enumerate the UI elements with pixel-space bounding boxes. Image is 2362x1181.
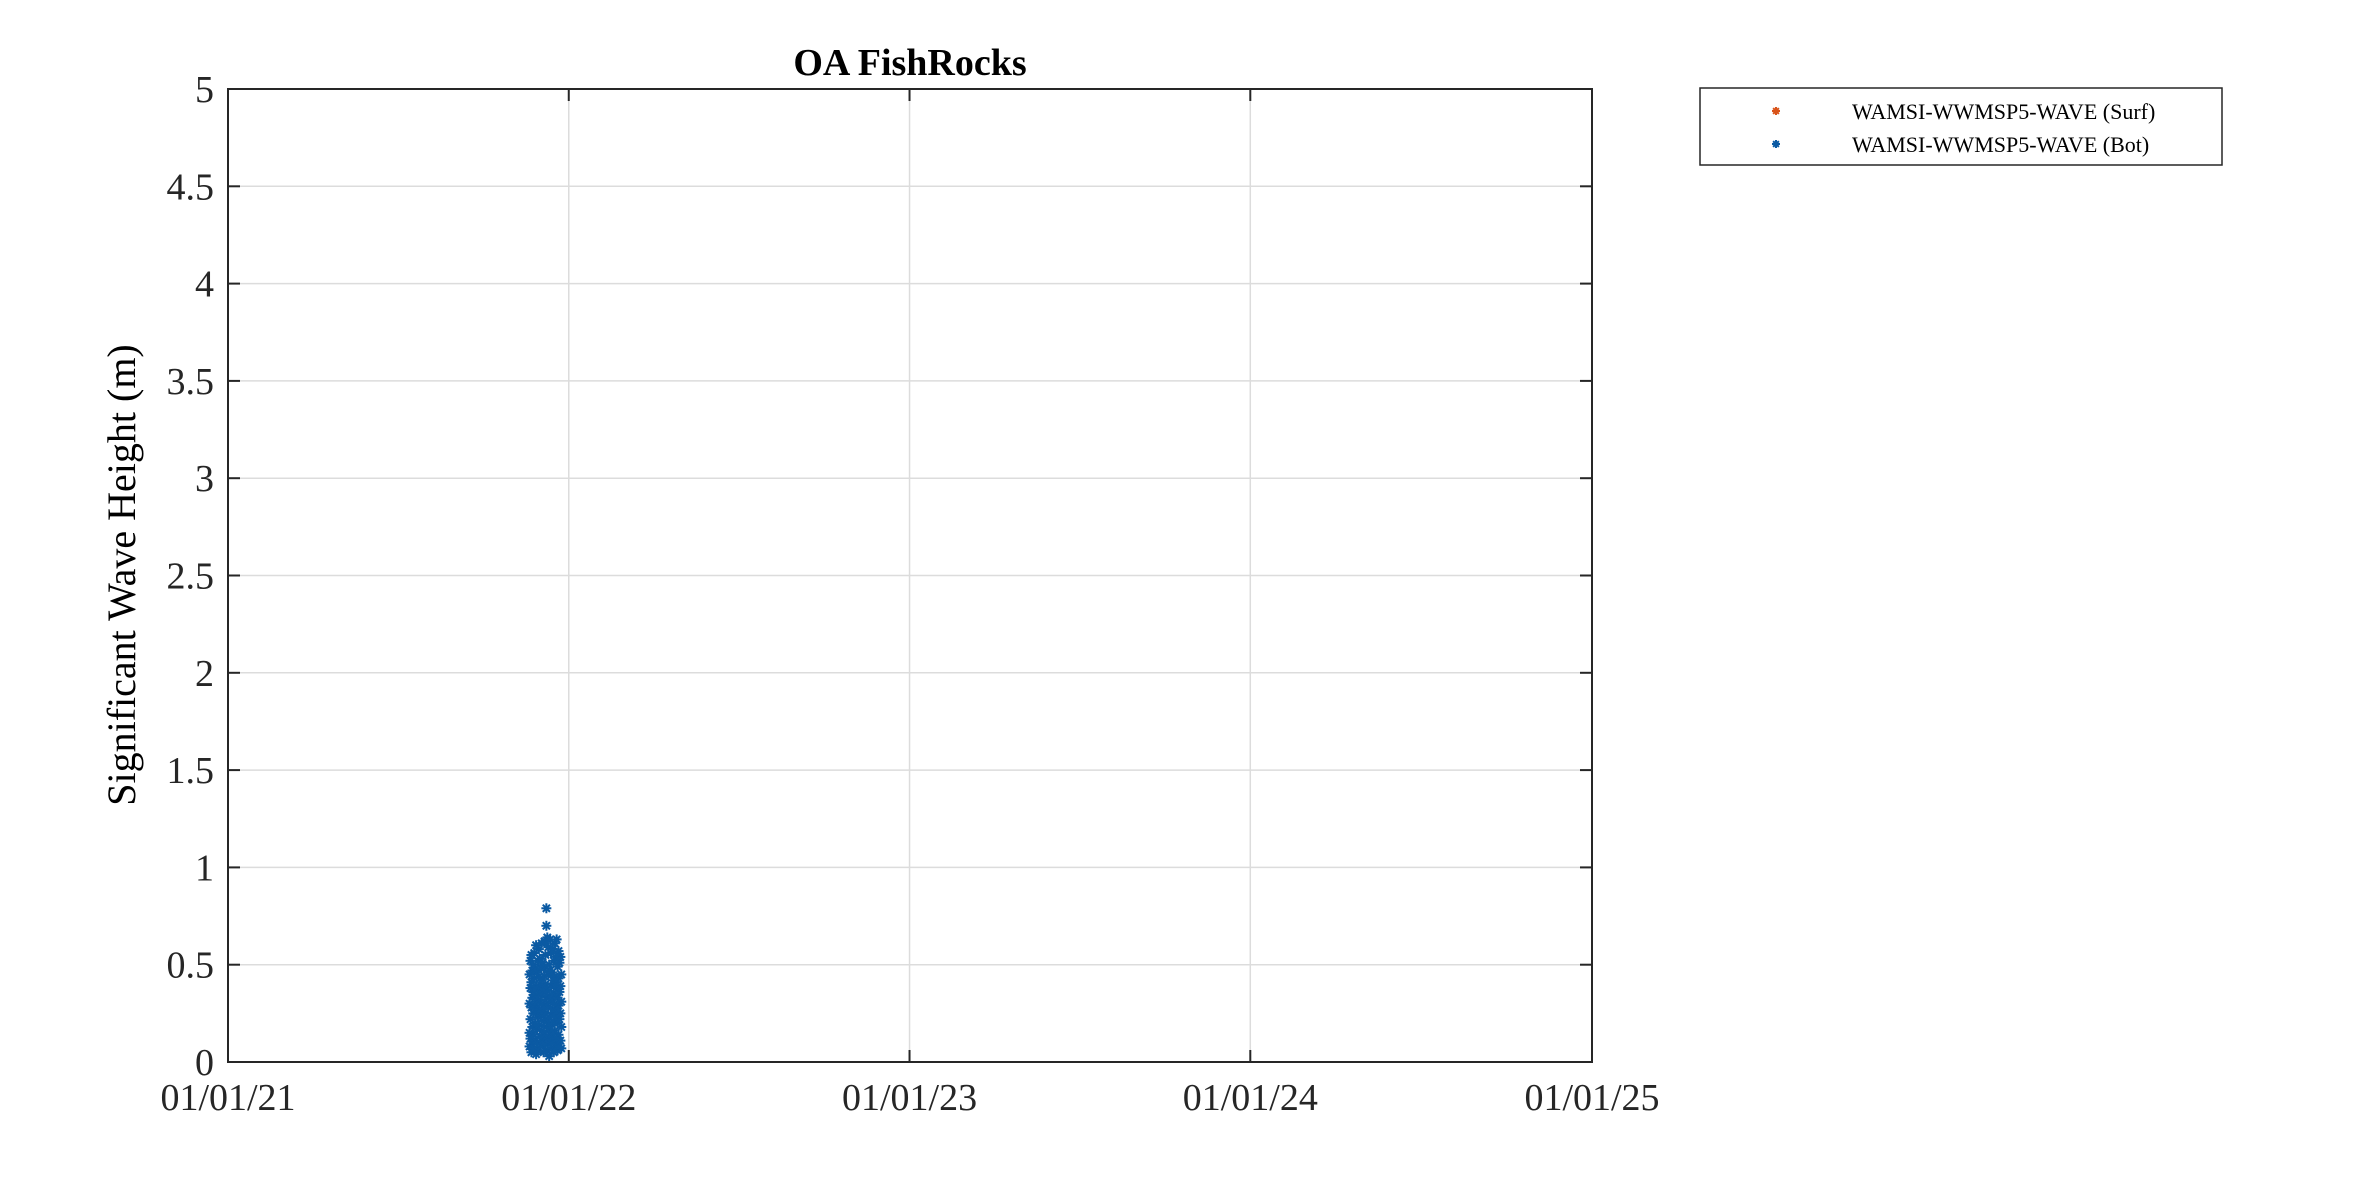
- x-tick-label: 01/01/25: [1524, 1077, 1659, 1119]
- data-point: [551, 934, 562, 945]
- data-point: [556, 969, 567, 980]
- data-point: [541, 903, 552, 914]
- y-tick-label: 0.5: [167, 945, 215, 987]
- y-tick-label: 2: [195, 653, 214, 695]
- series-1: [524, 903, 567, 1062]
- y-axis-label: Significant Wave Height (m): [99, 344, 144, 805]
- x-tick-label: 01/01/23: [842, 1077, 977, 1119]
- x-tick-label: 01/01/21: [160, 1077, 295, 1119]
- data-point: [555, 951, 566, 962]
- legend-entry-label: WAMSI-WWMSP5-WAVE (Surf): [1852, 99, 2155, 124]
- data-point: [541, 920, 552, 931]
- legend: WAMSI-WWMSP5-WAVE (Surf) WAMSI-WWMSP5-WAV…: [1699, 87, 2223, 166]
- y-tick-label: 4.5: [167, 166, 215, 208]
- axis-ticks: 0 0.5 1 1.5 2 2.5 3 3.5 4 4.5 5 01/01/21 01/01/22 01/…: [160, 69, 1659, 1119]
- legend-marker: [1772, 140, 1780, 148]
- y-tick-label: 1.5: [167, 750, 215, 792]
- y-tick-label: 4: [195, 264, 214, 306]
- grid: [228, 89, 1592, 1062]
- y-tick-label: 0: [195, 1042, 214, 1084]
- x-tick-label: 01/01/22: [501, 1077, 636, 1119]
- x-tick-label: 01/01/24: [1183, 1077, 1318, 1119]
- plot-area: [524, 903, 567, 1062]
- data-point: [556, 1021, 567, 1032]
- y-tick-label: 5: [195, 69, 214, 111]
- data-point: [555, 981, 566, 992]
- y-tick-label: 3: [195, 458, 214, 500]
- data-point: [556, 1043, 567, 1054]
- data-point: [555, 1008, 566, 1019]
- chart-title: OA FishRocks: [793, 42, 1026, 84]
- legend-marker: [1772, 107, 1780, 115]
- legend-box: [1699, 87, 2223, 166]
- y-tick-label: 2.5: [167, 556, 215, 598]
- legend-entry-label: WAMSI-WWMSP5-WAVE (Bot): [1852, 132, 2149, 157]
- y-tick-label: 3.5: [167, 361, 215, 403]
- data-point: [556, 996, 567, 1007]
- y-tick-label: 1: [195, 847, 214, 889]
